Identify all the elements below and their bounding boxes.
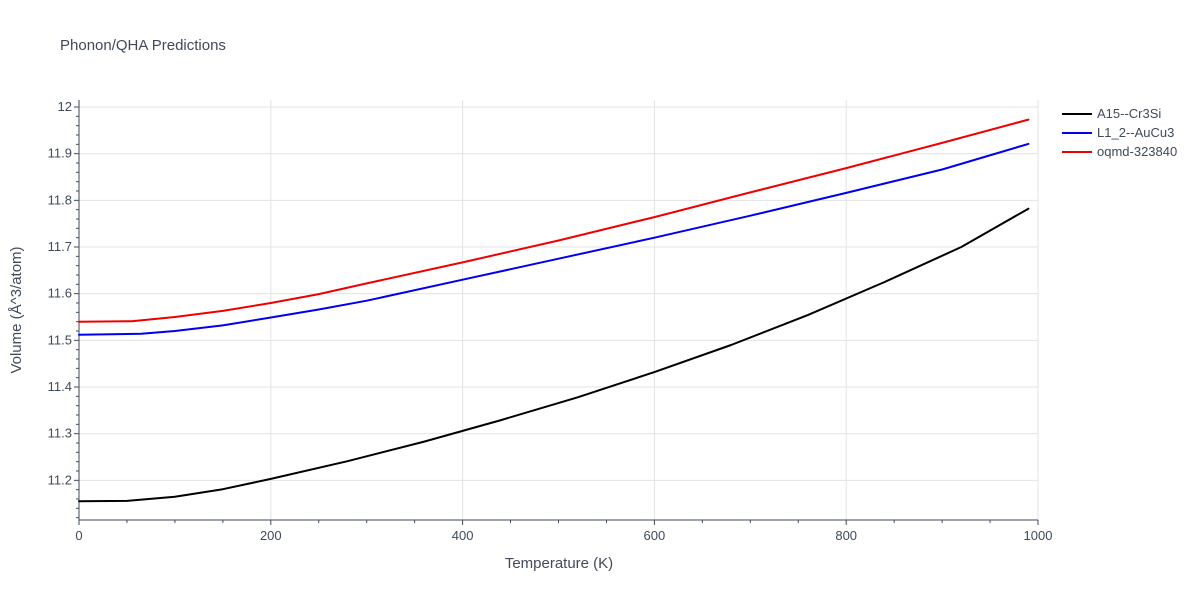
legend-item-L1_2--AuCu3[interactable]: L1_2--AuCu3: [1062, 125, 1174, 140]
x-tick-label: 200: [260, 528, 282, 543]
y-tick-label: 11.8: [48, 192, 72, 207]
series-line-A15--Cr3Si: [78, 207, 1030, 503]
x-tick-label: 1000: [1024, 528, 1053, 543]
series-line-oqmd-323840: [78, 118, 1030, 323]
x-axis-title: Temperature (K): [505, 555, 613, 572]
y-tick-label: 11.9: [48, 146, 72, 161]
legend-label[interactable]: A15--Cr3Si: [1097, 106, 1161, 121]
legend[interactable]: A15--Cr3Si L1_2--AuCu3 oqmd-323840: [1062, 106, 1177, 159]
legend-label[interactable]: oqmd-323840: [1097, 144, 1177, 159]
y-tick-label: 11.7: [48, 239, 72, 254]
y-tick-label: 11.2: [48, 472, 72, 487]
axes: 0 200 400 600 800 1000 11.2 11.3 11.4 11.5 11.6 11.…: [48, 99, 1053, 543]
legend-item-oqmd-323840[interactable]: oqmd-323840: [1062, 144, 1177, 159]
series-line-L1_2--AuCu3: [78, 142, 1030, 336]
chart-title: Phonon/QHA Predictions: [60, 37, 226, 54]
x-tick-label: 0: [75, 528, 82, 543]
y-tick-label: 11.4: [48, 379, 72, 394]
gridlines: [79, 100, 1039, 520]
x-tick-label: 800: [835, 528, 857, 543]
y-tick-label: 11.6: [48, 286, 72, 301]
series-lines: [78, 118, 1030, 503]
y-tick-label: 11.5: [48, 332, 72, 347]
legend-label[interactable]: L1_2--AuCu3: [1097, 125, 1174, 140]
y-axis-title: Volume (Å^3/atom): [8, 246, 25, 373]
x-tick-label: 600: [644, 528, 666, 543]
y-tick-label: 12: [58, 99, 72, 114]
legend-item-A15--Cr3Si[interactable]: A15--Cr3Si: [1062, 106, 1161, 121]
x-tick-label: 400: [452, 528, 474, 543]
y-tick-label: 11.3: [48, 426, 72, 441]
